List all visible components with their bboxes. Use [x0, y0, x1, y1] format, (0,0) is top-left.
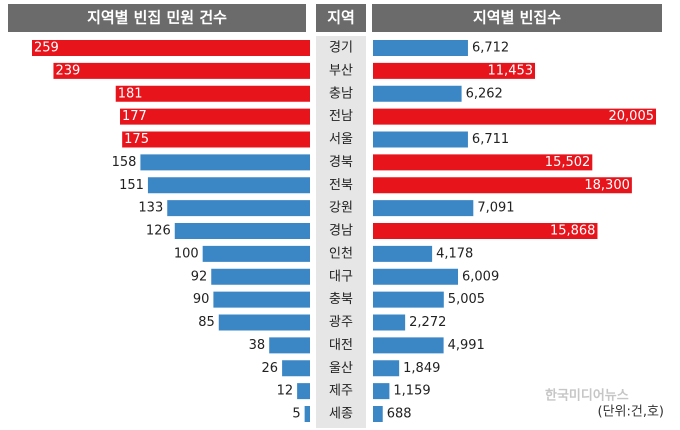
category-header-bg [316, 4, 366, 32]
left-title: 지역별 빈집 민원 건수 [87, 9, 227, 27]
right-value-label: 18,300 [584, 178, 630, 193]
right-value-label: 4,178 [436, 246, 473, 261]
left-value-label: 26 [262, 361, 279, 376]
right-bar [373, 337, 444, 354]
left-bar [32, 40, 310, 56]
left-bar [174, 223, 310, 239]
right-bar [373, 85, 462, 102]
right-value-label: 6,262 [466, 86, 503, 101]
right-header [372, 4, 662, 32]
left-value-label: 38 [249, 338, 266, 353]
category-label: 제주 [329, 384, 353, 399]
right-value-label: 2,272 [409, 315, 446, 330]
right-bar [373, 108, 656, 125]
right-bar [373, 314, 406, 331]
right-value-label: 20,005 [609, 109, 655, 124]
category-label: 경북 [329, 155, 353, 170]
left-value-label: 239 [55, 63, 80, 78]
left-bar [122, 131, 310, 148]
right-value-label: 6,711 [472, 132, 509, 147]
category-label: 대구 [329, 269, 353, 284]
right-bar [373, 200, 474, 217]
unit-note: (단위:건,호) [598, 405, 665, 420]
left-bar [120, 108, 310, 125]
left-bar [218, 314, 310, 331]
left-value-label: 90 [193, 292, 210, 307]
category-header: 지역 [327, 9, 355, 27]
left-bar [304, 406, 310, 422]
right-value-label: 4,991 [448, 338, 485, 353]
category-label: 강원 [329, 201, 353, 216]
right-value-label: 6,712 [472, 41, 509, 56]
category-label: 경기 [329, 41, 353, 56]
right-value-label: 1,159 [393, 384, 430, 399]
left-value-label: 85 [198, 315, 215, 330]
left-value-label: 133 [138, 201, 163, 216]
left-value-label: 5 [292, 407, 300, 422]
left-bar [269, 337, 310, 354]
left-bar [167, 200, 310, 217]
right-bar [373, 291, 444, 308]
left-header [8, 4, 306, 32]
left-value-label: 181 [118, 86, 143, 101]
left-value-label: 100 [174, 246, 199, 261]
right-bar [373, 40, 468, 56]
right-bar [373, 245, 433, 262]
right-value-label: 1,849 [403, 361, 440, 376]
left-bar [282, 360, 310, 377]
right-value-label: 688 [387, 407, 412, 422]
category-label: 충남 [329, 86, 353, 101]
left-value-label: 175 [124, 132, 149, 147]
right-bar [373, 62, 536, 79]
category-label: 서울 [329, 132, 353, 147]
category-label: 전남 [329, 109, 353, 124]
left-bar [297, 383, 310, 400]
category-label: 울산 [329, 361, 353, 376]
category-label: 충북 [329, 292, 353, 307]
left-bar [213, 291, 310, 308]
right-value-label: 6,009 [462, 269, 499, 284]
left-value-label: 177 [122, 109, 147, 124]
right-value-label: 11,453 [488, 63, 534, 78]
category-column [316, 36, 366, 428]
watermark: 한국미디어뉴스 [545, 388, 629, 404]
right-title: 지역별 빈집수 [473, 9, 561, 27]
right-bar [373, 154, 593, 171]
right-value-label: 15,502 [545, 155, 591, 170]
left-bar [147, 177, 310, 194]
right-bar [373, 360, 400, 377]
left-value-label: 158 [112, 155, 137, 170]
left-value-label: 259 [34, 41, 59, 56]
right-value-label: 5,005 [448, 292, 485, 307]
left-bar [53, 62, 310, 79]
category-label: 광주 [329, 315, 353, 330]
left-value-label: 151 [119, 178, 144, 193]
right-bar [373, 406, 383, 422]
category-label: 인천 [329, 246, 353, 261]
left-bar [202, 245, 310, 262]
category-label: 경남 [329, 224, 353, 239]
right-value-label: 7,091 [477, 201, 514, 216]
left-bar [115, 85, 310, 102]
category-label: 세종 [329, 407, 353, 422]
left-value-label: 12 [277, 384, 294, 399]
category-label: 대전 [329, 338, 353, 353]
category-label: 전북 [329, 178, 353, 193]
right-bar [373, 177, 632, 194]
left-value-label: 126 [146, 224, 171, 239]
left-bar [140, 154, 310, 171]
right-bar [373, 223, 598, 239]
right-value-label: 15,868 [550, 224, 596, 239]
category-label: 부산 [329, 63, 353, 78]
right-bar [373, 268, 459, 285]
right-bar [373, 131, 468, 148]
right-bar [373, 383, 390, 400]
left-value-label: 92 [191, 269, 208, 284]
left-bar [211, 268, 310, 285]
